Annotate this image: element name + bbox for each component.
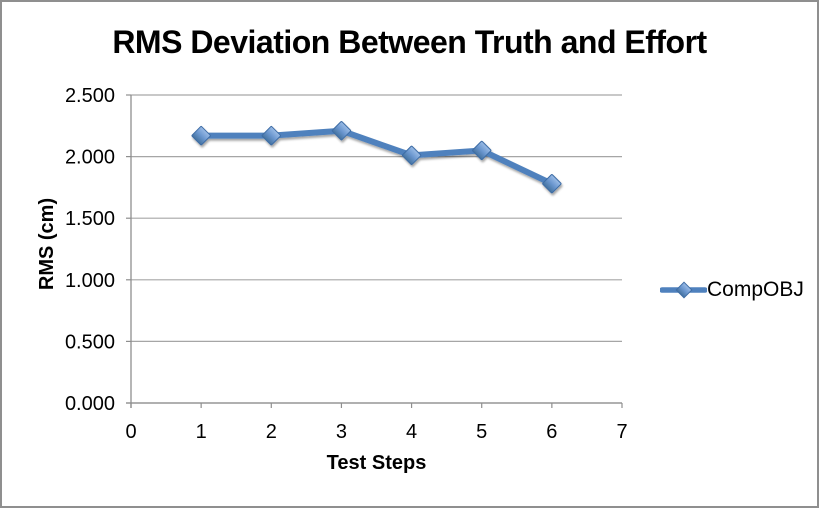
series-line	[198, 127, 555, 187]
data-point-marker	[542, 174, 562, 194]
y-tick-label: 1.500	[65, 208, 115, 230]
y-tick-label: 0.500	[65, 331, 115, 353]
data-point-marker	[401, 145, 422, 165]
series-CompOBJ	[191, 121, 562, 194]
y-tick-label: 0.000	[65, 393, 115, 415]
x-tick-label: 4	[406, 421, 417, 443]
data-point-marker	[261, 126, 281, 146]
y-tick-label: 1.000	[65, 270, 115, 292]
x-tick-label: 5	[476, 421, 487, 443]
x-tick-label: 2	[266, 421, 277, 443]
legend-series-marker-icon	[660, 281, 707, 299]
legend-label: CompOBJ	[707, 278, 804, 301]
y-tick-label: 2.000	[65, 147, 115, 169]
x-axis-title: Test Steps	[326, 452, 427, 474]
y-tick-label: 2.500	[65, 85, 115, 107]
x-tick-label: 6	[546, 421, 557, 443]
chart-title: RMS Deviation Between Truth and Effort	[112, 24, 707, 60]
legend: CompOBJ	[660, 277, 804, 303]
x-tick-label: 3	[336, 421, 347, 443]
x-tick-label: 1	[196, 421, 207, 443]
x-tick-label: 7	[616, 421, 627, 443]
data-point-marker	[331, 121, 352, 141]
data-point-marker	[472, 140, 492, 161]
data-point-marker	[191, 126, 211, 146]
x-tick-label: 0	[125, 421, 136, 443]
